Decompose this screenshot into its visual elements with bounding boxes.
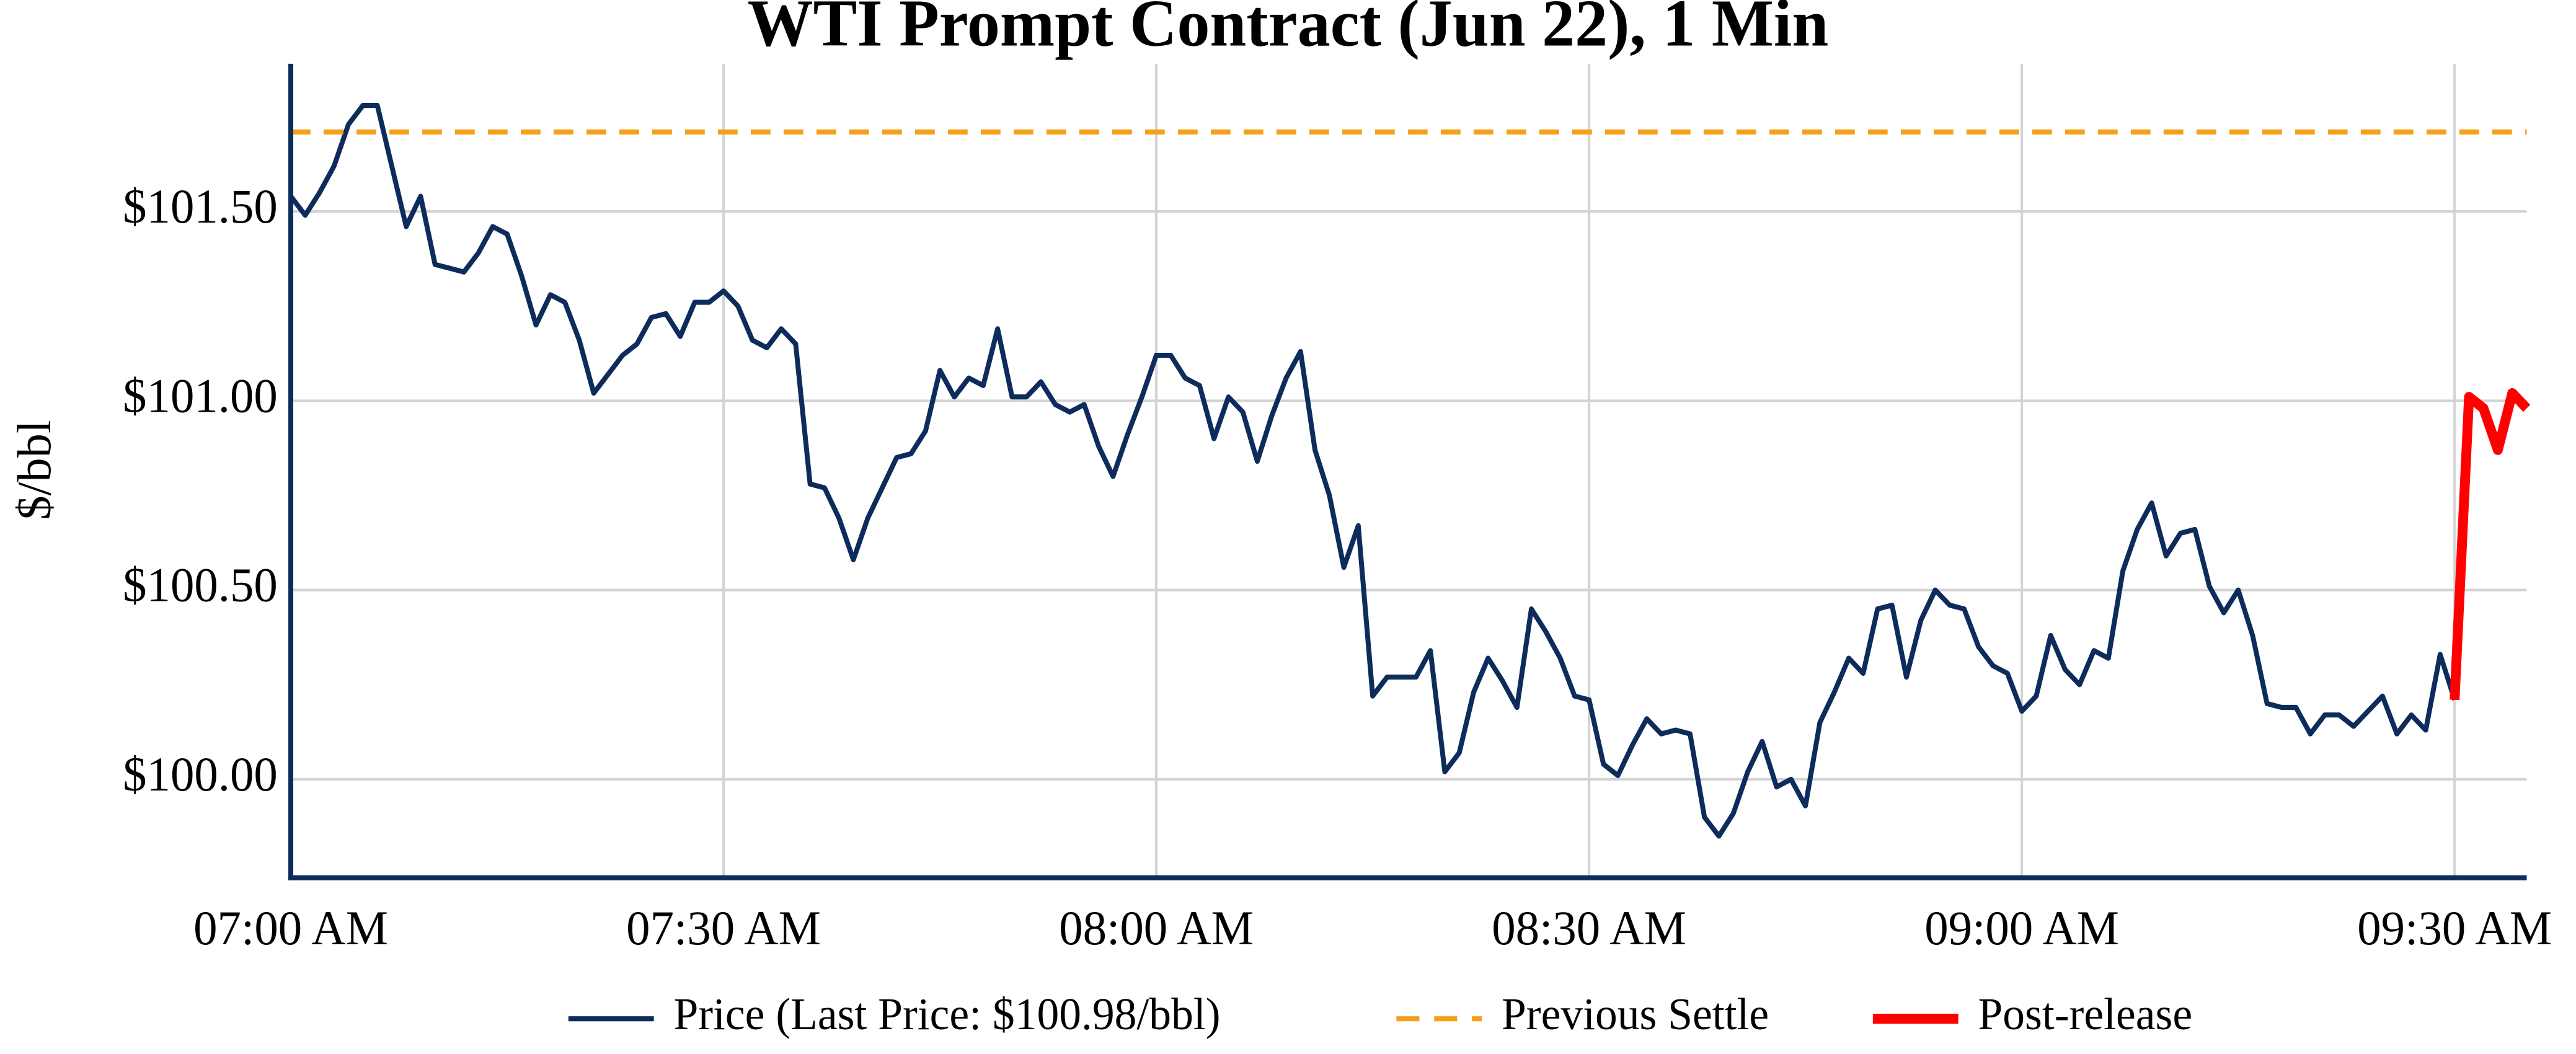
- x-tick-label: 08:00 AM: [1059, 901, 1254, 955]
- y-tick-label: $100.50: [123, 558, 278, 612]
- x-tick-label: 09:30 AM: [2357, 901, 2552, 955]
- y-tick-label: $101.50: [123, 179, 278, 233]
- chart-title: WTI Prompt Contract (Jun 22), 1 Min: [748, 0, 1829, 61]
- legend-label: Previous Settle: [1502, 989, 1769, 1039]
- legend-label: Price (Last Price: $100.98/bbl): [673, 989, 1220, 1039]
- legend-label: Post-release: [1978, 989, 2192, 1039]
- y-tick-label: $100.00: [123, 747, 278, 801]
- x-tick-label: 09:00 AM: [1924, 901, 2119, 955]
- y-tick-label: $101.00: [123, 369, 278, 423]
- series-line: [2450, 388, 2531, 701]
- x-tick-label: 07:00 AM: [193, 901, 388, 955]
- x-tick-label: 07:30 AM: [626, 901, 821, 955]
- series-line: [288, 102, 2457, 839]
- y-axis-label: $/bbl: [8, 420, 61, 520]
- x-tick-label: 08:30 AM: [1492, 901, 1686, 955]
